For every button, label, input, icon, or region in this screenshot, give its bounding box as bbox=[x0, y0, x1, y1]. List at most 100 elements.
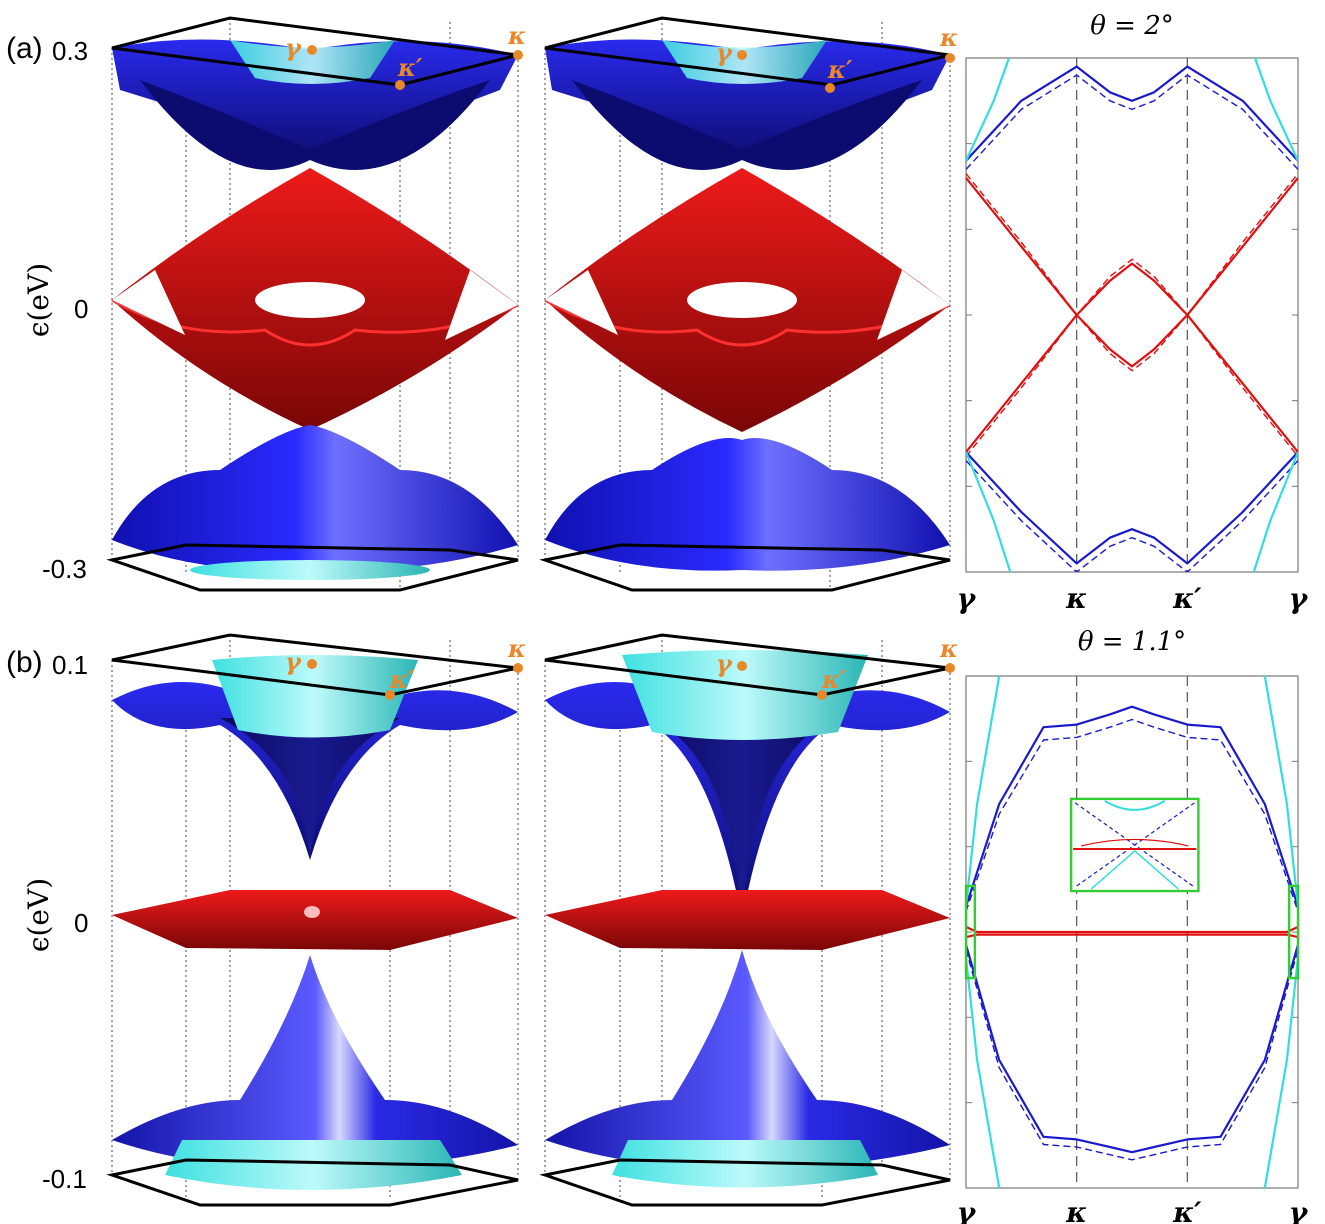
inset-red-curve bbox=[1080, 838, 1189, 847]
gamma-point-label: γ bbox=[285, 647, 302, 676]
band-line-red-solid bbox=[966, 313, 1298, 453]
band-line-cyan-solid bbox=[966, 676, 1001, 907]
zoom-box-right bbox=[1287, 884, 1300, 980]
cyan-band-top bbox=[230, 40, 395, 84]
band-line-blue-dashed bbox=[966, 460, 1298, 572]
panel-a-3d-bands: (a) 0.3 0 -0.3 ϵ(eV) bbox=[6, 16, 958, 592]
flat-band-hole-right bbox=[877, 270, 950, 340]
gamma-point-label: γ bbox=[285, 33, 302, 62]
kappa-point-label: κ bbox=[939, 23, 958, 52]
panel-a-middle-surfaces: γ κ′ κ bbox=[539, 16, 958, 592]
kappa-point-marker bbox=[513, 663, 523, 673]
kappa-prime-point-label: κ′ bbox=[821, 665, 847, 694]
flat-band-edge bbox=[544, 298, 951, 347]
bz-hexagon-bottom bbox=[539, 543, 951, 592]
flat-band-surface bbox=[112, 890, 518, 950]
panel-b-middle-surfaces: γ κ′ κ bbox=[539, 633, 958, 1207]
inset-dirac-line bbox=[1074, 802, 1195, 888]
valence-band-surface bbox=[112, 955, 518, 1169]
kappa-point-label: κ bbox=[507, 634, 526, 663]
panel-a-tick-zero: 0 bbox=[74, 294, 88, 324]
band-line-cyan-solid bbox=[1253, 58, 1298, 162]
kappa-prime-point-marker bbox=[817, 690, 827, 700]
band-line-cyan-solid bbox=[1252, 451, 1298, 572]
chart-a-band-structure: θ = 2° γ κ κ′ γ bbox=[957, 11, 1309, 615]
conduction-band-underside bbox=[140, 80, 490, 170]
conduction-cone bbox=[652, 718, 832, 920]
panel-b-left-surfaces: γ κ′ κ bbox=[106, 633, 526, 1207]
flat-band-surface bbox=[545, 890, 950, 950]
kappa-point-marker bbox=[513, 50, 523, 60]
flat-band-hole-center bbox=[687, 282, 797, 318]
band-line-red-solid bbox=[966, 933, 1298, 939]
panel-a-tick-top: 0.3 bbox=[52, 36, 88, 66]
panel-b-tick-zero: 0 bbox=[74, 908, 88, 938]
x-tick-label: γ bbox=[1289, 582, 1309, 615]
panel-a-tick-bottom: -0.3 bbox=[42, 554, 87, 584]
conduction-band-surface bbox=[545, 39, 950, 160]
chart-title: θ = 1.1° bbox=[1078, 627, 1186, 657]
kappa-prime-point-marker bbox=[825, 83, 835, 93]
kappa-prime-point-label: κ′ bbox=[389, 665, 415, 694]
band-line-blue-solid bbox=[966, 451, 1298, 565]
gamma-point-label: γ bbox=[716, 38, 733, 67]
zoom-box-left bbox=[964, 884, 977, 980]
band-line-blue-solid bbox=[966, 65, 1298, 162]
band-line-red-dashed bbox=[966, 314, 1298, 457]
flat-band-peak bbox=[304, 906, 320, 918]
gamma-point-label: γ bbox=[716, 649, 733, 678]
panel-b-y-axis-label: ϵ(eV) bbox=[22, 878, 55, 952]
kappa-prime-point-label: κ′ bbox=[827, 55, 853, 84]
panel-b-tick-top: 0.1 bbox=[52, 650, 88, 680]
valence-band-surface bbox=[112, 425, 518, 571]
gamma-point-marker bbox=[307, 45, 317, 55]
kappa-point-label: κ bbox=[939, 634, 958, 663]
bz-hexagon-bottom bbox=[106, 1158, 519, 1207]
cyan-band-bottom bbox=[165, 1140, 462, 1190]
kappa-prime-point-label: κ′ bbox=[397, 53, 423, 82]
x-tick-label: γ bbox=[1289, 1196, 1309, 1224]
flat-band-hole-left bbox=[545, 270, 618, 335]
flat-band-edge bbox=[111, 298, 519, 347]
inset-cyan-cone bbox=[1090, 849, 1179, 890]
cyan-band-top bbox=[212, 655, 418, 738]
band-line-cyan-solid bbox=[966, 957, 1001, 1188]
band-line-cyan-solid bbox=[1263, 957, 1298, 1188]
band-line-cyan-solid bbox=[966, 58, 1011, 162]
x-tick-label: κ bbox=[1065, 1196, 1087, 1224]
plot-frame bbox=[965, 57, 1299, 573]
conduction-band-surface bbox=[112, 39, 518, 160]
flat-band-hole-right bbox=[445, 270, 518, 340]
cyan-band-top bbox=[662, 40, 827, 84]
flat-band-hole-center bbox=[255, 282, 365, 318]
chart-b-band-structure: θ = 1.1° γ κ κ′ γ bbox=[957, 627, 1309, 1224]
panel-b-label: (b) bbox=[6, 646, 43, 679]
x-tick-label: γ bbox=[957, 1196, 977, 1224]
band-line-blue-solid bbox=[966, 944, 1298, 1154]
bz-hexagon-bottom bbox=[106, 543, 519, 592]
x-tick-label: γ bbox=[957, 582, 977, 615]
series-group bbox=[966, 58, 1298, 572]
panel-a-left-surfaces: γ κ′ κ bbox=[106, 16, 526, 592]
panel-b-3d-bands: (b) 0.1 0 -0.1 ϵ(eV) γ κ′ bbox=[6, 633, 958, 1207]
band-line-cyan-solid bbox=[1263, 676, 1298, 907]
gamma-point-marker bbox=[307, 659, 317, 669]
band-line-red-solid bbox=[966, 925, 1298, 934]
cyan-band-top bbox=[622, 650, 868, 740]
x-tick-label: κ′ bbox=[1172, 1196, 1202, 1224]
band-line-blue-dashed bbox=[966, 74, 1298, 170]
gamma-point-marker bbox=[737, 50, 747, 60]
kappa-point-marker bbox=[945, 663, 955, 673]
panel-a-y-axis-label: ϵ(eV) bbox=[22, 263, 55, 337]
panel-a-label: (a) bbox=[6, 32, 43, 65]
kappa-prime-point-marker bbox=[395, 80, 405, 90]
band-line-blue-dashed bbox=[966, 949, 1298, 1161]
band-line-red-dashed bbox=[966, 173, 1298, 316]
cyan-band-bottom bbox=[190, 560, 430, 580]
bz-hexagon-bottom bbox=[539, 1158, 951, 1207]
chart-title: θ = 2° bbox=[1090, 11, 1174, 41]
band-line-blue-dashed bbox=[966, 718, 1298, 912]
x-tick-label: κ′ bbox=[1172, 582, 1202, 615]
x-tick-label: κ bbox=[1065, 582, 1087, 615]
